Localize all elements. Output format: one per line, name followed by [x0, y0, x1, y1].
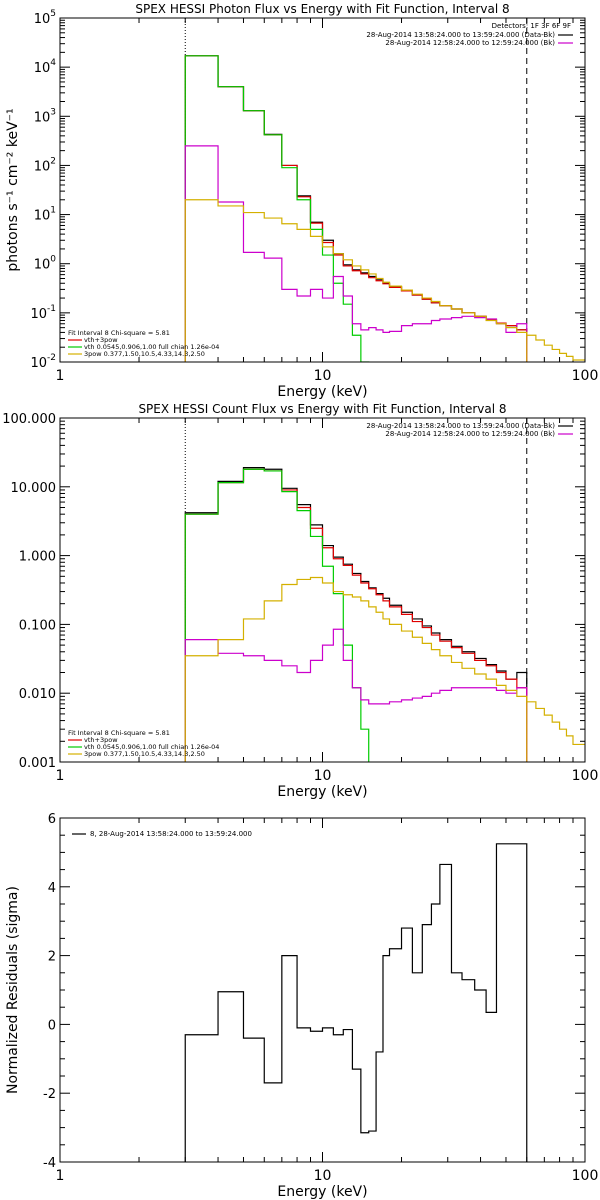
y-tick-label: 4 — [48, 881, 56, 896]
x-tick-label: 100 — [572, 1168, 599, 1184]
y-axis-label: Normalized Residuals (sigma) — [5, 886, 21, 1094]
x-tick-label: 1 — [56, 768, 65, 784]
model-tail-line — [526, 332, 585, 361]
y-tick-label: 0.001 — [19, 756, 56, 771]
legend-bottom: Fit Interval 8 Chi-square = 5.81vth+3pow… — [68, 329, 219, 358]
series-line-4 — [184, 628, 528, 762]
y-tick-label: 100.000 — [2, 412, 56, 427]
series-line-1 — [184, 843, 528, 1162]
model-tail-line — [526, 696, 585, 746]
y-tick-label: 10-2 — [30, 353, 56, 371]
y-tick-label: 104 — [34, 58, 57, 76]
y-tick-label: 105 — [34, 9, 56, 27]
legend-entry: 3pow 0.377,1.50,10.5,4.33,14.3,2.50 — [84, 750, 205, 758]
legend-top: 28-Aug-2014 13:58:24.000 to 13:59:24.000… — [366, 422, 573, 438]
x-tick-label: 100 — [572, 768, 599, 784]
chart-title: SPEX HESSI Count Flux vs Energy with Fit… — [138, 402, 506, 416]
x-tick-label: 10 — [314, 1168, 332, 1184]
x-tick-label: 1 — [56, 1168, 65, 1184]
series-line-1 — [184, 467, 528, 762]
legend-header: Detectors: 1F 3F 6F 9F — [492, 22, 571, 30]
y-tick-label: 0.010 — [19, 687, 56, 702]
y-axis-label: photons s⁻¹ cm⁻² keV⁻¹ — [5, 108, 21, 271]
legend-entry: 28-Aug-2014 12:58:24.000 to 12:59:24.000… — [385, 430, 555, 438]
x-axis-ticks — [59, 18, 574, 362]
panel-3: 1 10 100 Energy (keV) -4 -2 0 2 4 6 Normalized Res… — [5, 812, 598, 1200]
y-tick-label: 103 — [34, 107, 56, 125]
y-tick-label: 10.000 — [11, 481, 57, 496]
y-tick-label: -4 — [43, 1156, 56, 1171]
x-axis-label: Energy (keV) — [277, 784, 367, 800]
y-axis-ticks — [60, 19, 585, 363]
plot-frame — [59, 417, 586, 763]
y-tick-label: 10-1 — [30, 304, 56, 322]
series-line-1 — [184, 55, 528, 362]
legend-entry: Fit Interval 8 Chi-square = 5.81 — [68, 729, 170, 737]
legend-entry: 3pow 0.377,1.50,10.5,4.33,14.3,2.50 — [84, 350, 205, 358]
plot-frame — [59, 817, 586, 1163]
y-tick-label: 1.000 — [19, 550, 56, 565]
x-axis-label: Energy (keV) — [277, 1184, 367, 1200]
y-tick-label: 0 — [48, 1018, 56, 1033]
panel-2: SPEX HESSI Count Flux vs Energy with Fit… — [2, 402, 598, 800]
x-tick-label: 1 — [56, 368, 65, 384]
x-tick-label: 10 — [314, 768, 332, 784]
y-axis-ticks — [60, 817, 585, 1163]
legend-entry: vth+3pow — [84, 736, 118, 744]
series-line-5 — [184, 199, 528, 362]
x-axis-label: Energy (keV) — [277, 384, 367, 400]
legend-entry: 28-Aug-2014 12:58:24.000 to 12:59:24.000… — [385, 39, 555, 47]
legend-entry: vth 0.0545,0.906,1.00 full chian 1.26e-0… — [84, 343, 219, 351]
series-line-2 — [184, 55, 528, 362]
series-group — [184, 55, 585, 362]
panel-1: SPEX HESSI Photon Flux vs Energy with Fi… — [5, 2, 599, 400]
x-axis-ticks — [59, 418, 574, 762]
legend-entry: 28-Aug-2014 13:58:24.000 to 13:59:24.000… — [366, 422, 555, 430]
y-tick-label: 6 — [48, 812, 56, 827]
legend-entry: vth 0.0545,0.906,1.00 full chian 1.26e-0… — [84, 743, 219, 751]
legend-entry: 8, 28-Aug-2014 13:58:24.000 to 13:59:24.… — [90, 830, 252, 838]
legend-entry: vth+3pow — [84, 336, 118, 344]
series-line-3 — [184, 468, 370, 762]
y-tick-label: 102 — [34, 156, 56, 174]
plot-frame — [59, 17, 586, 363]
y-tick-label: 100 — [34, 255, 57, 273]
y-tick-label: 0.100 — [19, 618, 56, 633]
series-line-3 — [184, 55, 370, 362]
legend-entry: 28-Aug-2014 13:58:24.000 to 13:59:24.000… — [366, 31, 555, 39]
series-line-5 — [184, 576, 528, 762]
legend-entry: Fit Interval 8 Chi-square = 5.81 — [68, 329, 170, 337]
x-tick-label: 10 — [314, 368, 332, 384]
chart-title: SPEX HESSI Photon Flux vs Energy with Fi… — [135, 2, 509, 16]
y-tick-label: 2 — [48, 950, 56, 965]
series-line-2 — [184, 468, 528, 762]
series-group — [184, 467, 585, 762]
x-tick-label: 100 — [572, 368, 599, 384]
series-line-4 — [184, 145, 528, 362]
legend-top: 8, 28-Aug-2014 13:58:24.000 to 13:59:24.… — [72, 830, 252, 838]
y-tick-label: -2 — [43, 1087, 56, 1102]
series-group — [184, 843, 528, 1162]
y-axis-ticks — [60, 420, 585, 763]
y-tick-label: 101 — [34, 206, 56, 224]
legend-bottom: Fit Interval 8 Chi-square = 5.81vth+3pow… — [68, 729, 219, 758]
